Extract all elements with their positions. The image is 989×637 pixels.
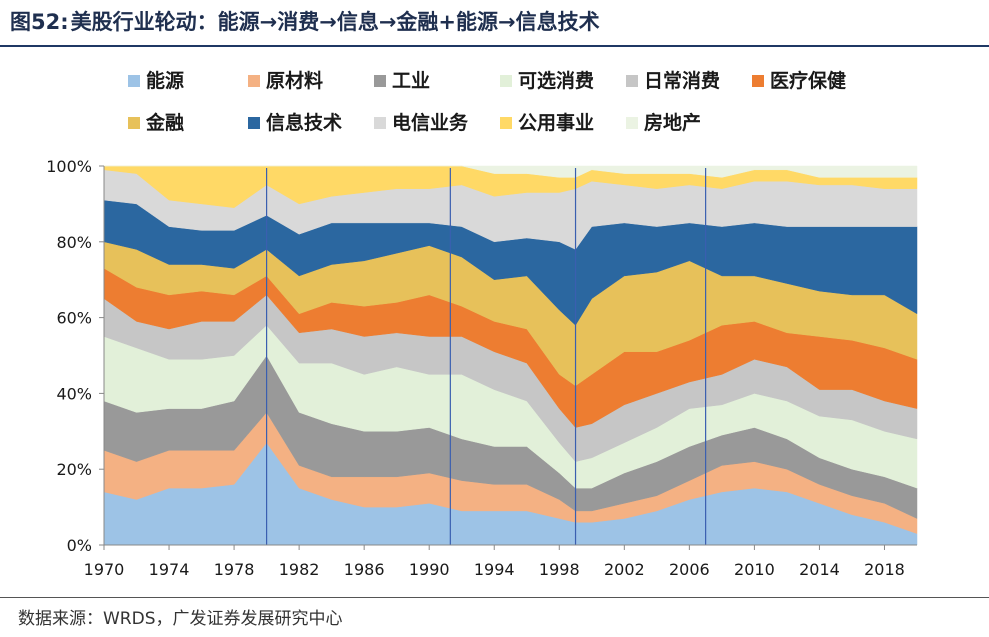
x-tick-label-3: 1982: [279, 560, 320, 579]
y-tick-label-3: 60%: [56, 309, 92, 328]
y-tick-label-1: 20%: [56, 460, 92, 479]
legend-swatch-10: [626, 117, 638, 129]
x-tick-label-1: 1974: [149, 560, 190, 579]
legend-label-0: 能源: [146, 69, 184, 92]
x-tick-label-8: 2002: [604, 560, 645, 579]
legend-label-3: 可选消费: [518, 69, 594, 92]
legend-label-5: 医疗保健: [770, 69, 846, 92]
x-tick-label-5: 1990: [409, 560, 450, 579]
legend-swatch-2: [374, 75, 386, 87]
legend-label-7: 信息技术: [266, 111, 342, 134]
x-tick-label-0: 1970: [84, 560, 125, 579]
legend-label-1: 原材料: [266, 69, 323, 92]
legend-swatch-0: [128, 75, 140, 87]
chart-title: 图52:美股行业轮动：能源→消费→信息→金融+能源→信息技术: [10, 4, 600, 40]
x-tick-label-7: 1998: [539, 560, 580, 579]
source-note: 数据来源：WRDS，广发证券发展研究中心: [18, 609, 343, 629]
legend-label-10: 房地产: [644, 111, 701, 134]
y-tick-label-0: 0%: [67, 536, 92, 555]
rotation-markers: [266, 168, 707, 545]
x-tick-label-2: 1978: [214, 560, 255, 579]
legend-label-6: 金融: [145, 111, 184, 134]
legend-swatch-1: [248, 75, 260, 87]
x-tick-label-4: 1986: [344, 560, 385, 579]
legend-swatch-5: [752, 75, 764, 87]
figure-label: 图52:: [10, 10, 69, 34]
legend-swatch-7: [248, 117, 260, 129]
x-tick-label-9: 2006: [669, 560, 710, 579]
legend-swatch-9: [500, 117, 512, 129]
x-tick-label-10: 2010: [734, 560, 775, 579]
area-layers: [103, 165, 918, 546]
y-tick-label-4: 80%: [56, 233, 92, 252]
legend-label-8: 电信业务: [392, 111, 469, 134]
source-divider: [0, 597, 989, 598]
legend-swatch-4: [626, 75, 638, 87]
legend-swatch-8: [374, 117, 386, 129]
y-tick-label-5: 100%: [46, 157, 92, 176]
axes: 0% 20% 40% 60% 80% 100% 1970 1974 1978 1982 1986 19…: [46, 157, 917, 579]
legend-swatch-6: [128, 117, 140, 129]
y-tick-label-2: 40%: [56, 384, 92, 403]
title-divider: [0, 45, 989, 47]
area-series-10: [104, 165, 918, 178]
title-text: 美股行业轮动：能源→消费→信息→金融+能源→信息技术: [70, 10, 600, 34]
x-tick-label-12: 2018: [864, 560, 905, 579]
legend-label-9: 公用事业: [518, 111, 594, 134]
x-tick-label-6: 1994: [474, 560, 515, 579]
x-tick-label-11: 2014: [799, 560, 840, 579]
legend-swatch-3: [500, 75, 512, 87]
legend-label-4: 日常消费: [644, 69, 720, 92]
legend-label-2: 工业: [392, 70, 430, 92]
